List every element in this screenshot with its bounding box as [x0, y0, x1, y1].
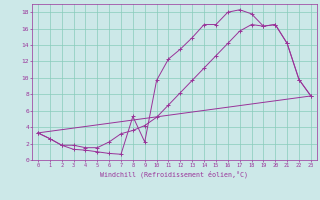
X-axis label: Windchill (Refroidissement éolien,°C): Windchill (Refroidissement éolien,°C): [100, 171, 248, 178]
